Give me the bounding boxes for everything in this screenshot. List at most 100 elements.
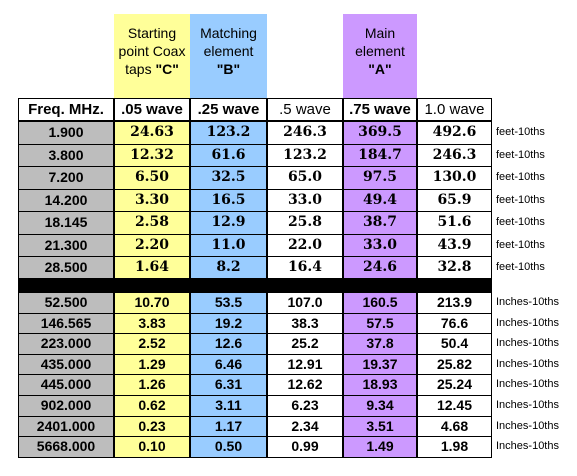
cell-a: 97.5: [343, 166, 417, 190]
cell-a: 19.37: [343, 353, 417, 376]
header-c-letter: "C": [155, 61, 179, 77]
cell-half: 33.0: [267, 188, 343, 212]
cell-half: 6.23: [267, 395, 343, 417]
cell-c: 3.83: [114, 312, 190, 335]
cell-c: 2.52: [114, 333, 190, 355]
cell-c: 3.30: [114, 188, 190, 212]
column-header-full: 1.0 wave: [417, 98, 492, 121]
cell-b: 32.5: [190, 166, 267, 190]
cell-half: 246.3: [267, 121, 343, 145]
cell-b: 3.11: [190, 395, 267, 417]
cell-full: 12.45: [417, 395, 492, 417]
cell-full: 4.68: [417, 415, 492, 438]
cell-a: 3.51: [343, 415, 417, 438]
cell-c: 2.20: [114, 233, 190, 257]
unit-label: Inches-10ths: [496, 316, 559, 329]
cell-c: 0.10: [114, 436, 190, 458]
cell-c: 10.70: [114, 292, 190, 314]
cell-full: 213.9: [417, 292, 492, 314]
unit-label: Inches-10ths: [496, 337, 559, 350]
cell-b: 123.2: [190, 121, 267, 145]
cell-half: 16.4: [267, 256, 343, 280]
cell-full: 32.8: [417, 256, 492, 280]
cell-b: 12.9: [190, 211, 267, 235]
cell-freq: 2401.000: [18, 415, 114, 438]
cell-freq: 3.800: [18, 143, 114, 167]
cell-b: 19.2: [190, 312, 267, 335]
unit-label: feet-10ths: [496, 171, 545, 183]
column-header-half: .5 wave: [267, 98, 343, 121]
header-c-line1: Starting: [127, 25, 177, 41]
cell-a: 184.7: [343, 143, 417, 167]
cell-freq: 445.000: [18, 374, 114, 396]
cell-freq: 7.200: [18, 166, 114, 190]
cell-freq: 1.900: [18, 121, 114, 145]
cell-half: 107.0: [267, 292, 343, 314]
cell-a: 57.5: [343, 312, 417, 335]
cell-b: 6.46: [190, 353, 267, 376]
cell-a: 160.5: [343, 292, 417, 314]
unit-label: feet-10ths: [496, 216, 545, 228]
section-separator: [18, 278, 492, 292]
header-a-label: Main element "A": [343, 24, 417, 96]
cell-half: 22.0: [267, 233, 343, 257]
cell-b: 53.5: [190, 292, 267, 314]
unit-label: feet-10ths: [496, 126, 545, 138]
cell-b: 61.6: [190, 143, 267, 167]
unit-label: Inches-10ths: [496, 440, 559, 453]
header-b-background: [190, 14, 267, 98]
header-b-letter: "B": [216, 61, 241, 77]
cell-b: 6.31: [190, 374, 267, 396]
header-b-line1: Matching: [200, 25, 257, 41]
cell-c: 24.63: [114, 121, 190, 145]
cell-a: 1.49: [343, 436, 417, 458]
cell-freq: 435.000: [18, 353, 114, 376]
unit-label: feet-10ths: [496, 238, 545, 251]
cell-half: 65.0: [267, 166, 343, 190]
cell-a: 24.6: [343, 256, 417, 280]
cell-b: 11.0: [190, 233, 267, 257]
header-b-label: Matching element "B": [190, 24, 267, 96]
cell-freq: 5668.000: [18, 436, 114, 458]
cell-b: 8.2: [190, 256, 267, 280]
cell-full: 76.6: [417, 312, 492, 335]
cell-half: 2.34: [267, 415, 343, 438]
cell-freq: 52.500: [18, 292, 114, 314]
cell-c: 1.26: [114, 374, 190, 396]
cell-half: 123.2: [267, 143, 343, 167]
cell-c: 1.29: [114, 353, 190, 376]
cell-b: 12.6: [190, 333, 267, 355]
cell-freq: 902.000: [18, 395, 114, 417]
cell-c: 1.64: [114, 256, 190, 280]
header-a-background: [343, 14, 417, 98]
cell-freq: 146.565: [18, 312, 114, 335]
column-header-freq: Freq. MHz.: [18, 98, 114, 121]
unit-label: Inches-10ths: [496, 357, 559, 370]
cell-a: 18.93: [343, 374, 417, 396]
unit-label: Inches-10ths: [496, 399, 559, 411]
cell-a: 33.0: [343, 233, 417, 257]
cell-full: 1.98: [417, 436, 492, 458]
cell-full: 43.9: [417, 233, 492, 257]
header-b-line2: element: [203, 43, 254, 59]
cell-a: 49.4: [343, 188, 417, 212]
cell-full: 65.9: [417, 188, 492, 212]
cell-a: 38.7: [343, 211, 417, 235]
cell-c: 12.32: [114, 143, 190, 167]
unit-label: Inches-10ths: [496, 419, 559, 432]
cell-a: 37.8: [343, 333, 417, 355]
header-c-line3: taps: [125, 61, 156, 77]
header-c-line2: point Coax: [118, 43, 186, 59]
header-c-background: [114, 14, 190, 98]
cell-full: 51.6: [417, 211, 492, 235]
cell-freq: 28.500: [18, 256, 114, 280]
cell-full: 50.4: [417, 333, 492, 355]
column-header-a: .75 wave: [343, 98, 417, 121]
cell-full: 492.6: [417, 121, 492, 145]
header-a-line1: Main: [364, 25, 396, 41]
unit-label: feet-10ths: [496, 148, 545, 161]
cell-freq: 14.200: [18, 188, 114, 212]
cell-half: 12.62: [267, 374, 343, 396]
cell-freq: 18.145: [18, 211, 114, 235]
cell-b: 0.50: [190, 436, 267, 458]
